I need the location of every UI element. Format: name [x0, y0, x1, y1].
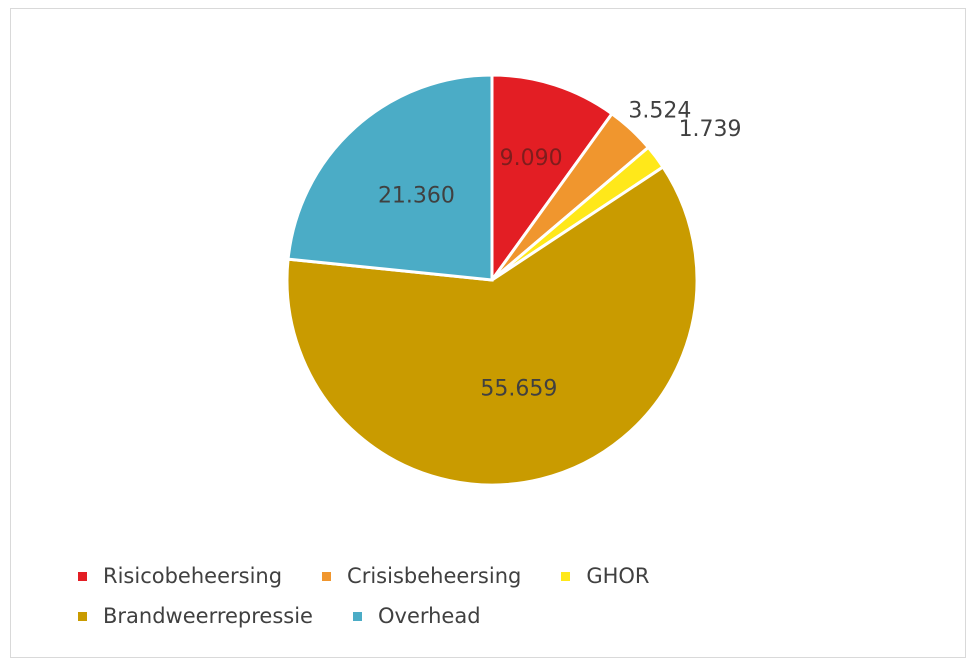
legend-item-crisisbeheersing: Crisisbeheersing: [322, 564, 521, 588]
data-label-overhead: 21.360: [378, 183, 455, 208]
legend-label: Risicobeheersing: [103, 564, 283, 588]
data-label-ghor: 1.739: [679, 117, 742, 142]
data-label-risicobeheersing: 9.090: [500, 146, 563, 171]
legend-label: Brandweerrepressie: [103, 604, 313, 628]
legend-label: Crisisbeheersing: [347, 564, 522, 588]
legend-swatch: [561, 571, 571, 581]
legend-item-brandweerrepressie: Brandweerrepressie: [78, 604, 313, 628]
legend-swatch: [78, 611, 87, 621]
legend-item-ghor: GHOR: [561, 564, 650, 588]
pie-slice-risicobeheersing: [490, 73, 615, 285]
legend-item-risicobeheersing: Risicobeheersing: [78, 564, 282, 588]
legend-swatch: [322, 571, 332, 581]
legend-label: Overhead: [377, 604, 481, 628]
legend-row-1: Risicobeheersing Crisisbeheersing GHOR: [78, 556, 778, 596]
legend-label: GHOR: [586, 564, 650, 588]
data-label-crisisbeheersing: 3.524: [628, 98, 691, 123]
pie-slice-brandweerrepressie: [285, 164, 699, 487]
legend: Risicobeheersing Crisisbeheersing GHOR B…: [78, 556, 778, 636]
legend-swatch: [78, 571, 87, 581]
pie-slices: [285, 73, 699, 487]
legend-item-overhead: Overhead: [352, 604, 481, 628]
pie-slice-overhead: [286, 73, 494, 282]
legend-swatch: [352, 611, 362, 621]
legend-row-2: Brandweerrepressie Overhead: [78, 596, 778, 636]
data-label-brandweerrepressie: 55.659: [480, 376, 557, 401]
